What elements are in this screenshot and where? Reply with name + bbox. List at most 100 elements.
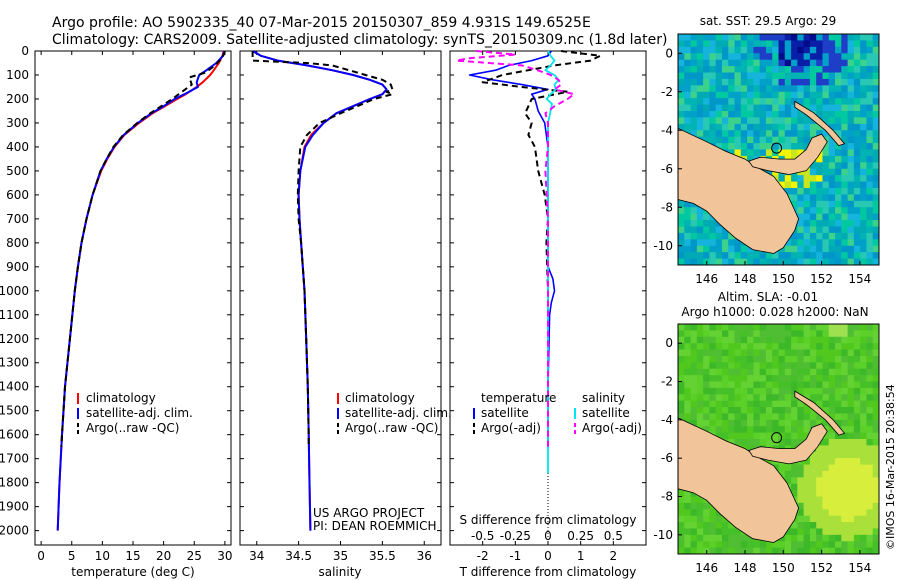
heatmap-cell xyxy=(822,34,830,41)
heatmap-cell xyxy=(847,502,855,510)
heatmap-cell xyxy=(747,375,754,382)
heatmap-cell xyxy=(759,136,767,144)
heatmap-cell xyxy=(703,59,710,67)
heatmap-cell xyxy=(715,522,723,529)
heatmap-cell xyxy=(841,149,849,157)
heatmap-cell xyxy=(860,123,867,131)
heatmap-cell xyxy=(747,407,754,414)
depth-tick-label: 400 xyxy=(6,140,29,154)
heatmap-cell xyxy=(678,72,685,80)
heatmap-cell xyxy=(740,368,748,376)
heatmap-cell xyxy=(822,220,830,227)
heatmap-cell xyxy=(784,355,792,363)
heatmap-cell xyxy=(816,464,823,472)
heatmap-cell xyxy=(803,53,811,61)
heatmap-cell xyxy=(765,98,773,106)
heatmap-cell xyxy=(690,98,698,106)
series-s-argo xyxy=(455,50,576,447)
heatmap-cell xyxy=(772,104,779,112)
heatmap-cell xyxy=(841,490,849,497)
heatmap-cell xyxy=(860,515,867,523)
heatmap-cell xyxy=(853,349,861,357)
heatmap-cell xyxy=(740,324,748,331)
heatmap-cell xyxy=(734,432,742,440)
heatmap-cell xyxy=(797,426,805,434)
heatmap-cell xyxy=(835,483,842,491)
heatmap-cell xyxy=(797,464,805,472)
heatmap-cell xyxy=(791,413,798,421)
heatmap-cell xyxy=(872,381,879,389)
heatmap-cell xyxy=(803,426,811,434)
heatmap-cell xyxy=(690,355,698,363)
heatmap-cell xyxy=(822,336,830,344)
heatmap-cell xyxy=(797,349,805,357)
depth-tick-label: 200 xyxy=(6,92,29,106)
heatmap-cell xyxy=(765,324,773,331)
heatmap-cell xyxy=(715,343,723,351)
heatmap-cell xyxy=(753,91,761,99)
heatmap-cell xyxy=(791,40,798,48)
heatmap-cell xyxy=(847,534,855,542)
heatmap-cell xyxy=(696,72,704,80)
heatmap-cell xyxy=(709,136,717,144)
heatmap-cell xyxy=(728,362,736,370)
heatmap-cell xyxy=(853,432,861,440)
heatmap-cell xyxy=(809,220,817,227)
heatmap-cell xyxy=(809,91,817,99)
heatmap-cell xyxy=(778,394,786,402)
heatmap-cell xyxy=(772,78,779,86)
heatmap-cell xyxy=(753,362,761,370)
heatmap-cell xyxy=(872,155,879,163)
heatmap-cell xyxy=(828,188,836,195)
heatmap-cell xyxy=(696,59,704,67)
heatmap-cell xyxy=(772,419,779,427)
heatmap-cell xyxy=(860,419,867,427)
heatmap-cell xyxy=(841,451,849,459)
heatmap-cell xyxy=(797,98,805,106)
heatmap-cell xyxy=(765,136,773,144)
heatmap-cell xyxy=(753,104,761,112)
heatmap-cell xyxy=(734,362,742,370)
heatmap-cell xyxy=(753,78,761,86)
heatmap-cell xyxy=(809,66,817,73)
heatmap-cell xyxy=(828,439,836,446)
heatmap-cell xyxy=(809,98,817,106)
heatmap-cell xyxy=(765,40,773,48)
heatmap-cell xyxy=(872,470,879,478)
heatmap-cell xyxy=(747,85,754,93)
heatmap-cell xyxy=(822,496,830,504)
heatmap-cell xyxy=(866,355,874,363)
heatmap-cell xyxy=(835,66,842,73)
heatmap-cell xyxy=(828,200,836,208)
heatmap-cell xyxy=(841,168,849,176)
heatmap-cell xyxy=(709,419,717,427)
heatmap-cell xyxy=(791,239,798,247)
heatmap-cell xyxy=(872,515,879,523)
heatmap-cell xyxy=(853,46,861,54)
heatmap-cell xyxy=(709,78,717,86)
heatmap-cell xyxy=(828,528,836,536)
sst-land-mask xyxy=(678,100,846,254)
heatmap-cell xyxy=(678,349,685,357)
heatmap-cell xyxy=(753,368,761,376)
heatmap-cell xyxy=(828,239,836,247)
heatmap-cell xyxy=(721,66,729,73)
heatmap-cell xyxy=(784,464,792,472)
heatmap-cell xyxy=(728,78,736,86)
x-tick-label: 0 xyxy=(37,549,45,563)
heatmap-cell xyxy=(828,407,836,414)
heatmap-cell xyxy=(835,98,842,106)
heatmap-cell xyxy=(696,362,704,370)
heatmap-cell xyxy=(872,78,879,86)
heatmap-cell xyxy=(753,53,761,61)
heatmap-cell xyxy=(853,117,861,125)
heatmap-cell xyxy=(696,413,704,421)
heatmap-cell xyxy=(734,59,742,67)
heatmap-cell xyxy=(866,368,874,376)
heatmap-cell xyxy=(841,194,849,202)
heatmap-cell xyxy=(778,66,786,73)
heatmap-cell xyxy=(866,528,874,536)
heatmap-cell xyxy=(860,502,867,510)
heatmap-cell xyxy=(860,426,867,434)
heatmap-cell xyxy=(853,188,861,195)
